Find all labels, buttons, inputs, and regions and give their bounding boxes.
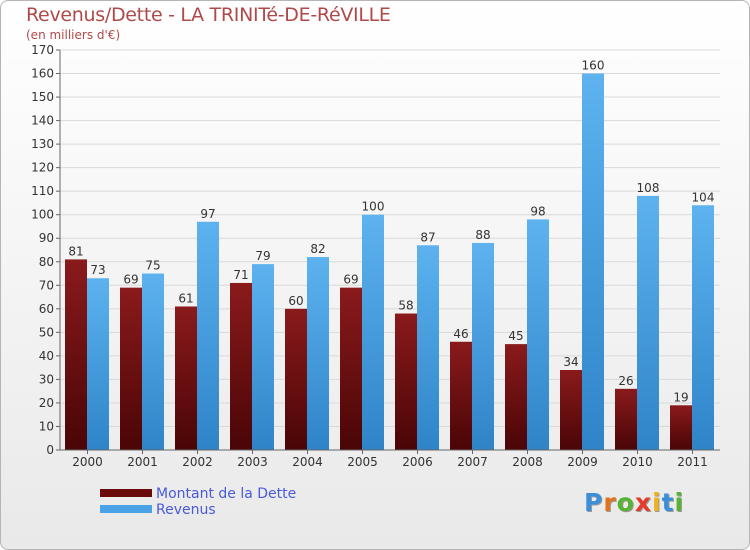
x-tick-label: 2010 xyxy=(622,455,653,469)
data-label: 26 xyxy=(618,374,633,388)
data-label: 46 xyxy=(453,327,468,341)
y-tick-label: 140 xyxy=(31,114,54,128)
x-tick-label: 2009 xyxy=(567,455,598,469)
data-label: 160 xyxy=(582,59,605,73)
proxiti-logo: Proxiti xyxy=(584,488,685,517)
legend-label-revenus: Revenus xyxy=(156,502,216,518)
bar-dette xyxy=(615,388,637,450)
grid-lines xyxy=(60,49,720,451)
data-label: 69 xyxy=(343,273,358,287)
data-label: 81 xyxy=(68,244,83,258)
y-tick-label: 110 xyxy=(31,184,54,198)
x-tick-label: 2005 xyxy=(347,455,378,469)
y-tick-label: 90 xyxy=(39,231,54,245)
bar-dette xyxy=(285,308,307,450)
bar-dette xyxy=(450,341,472,450)
data-label: 87 xyxy=(420,230,435,244)
data-label: 69 xyxy=(123,273,138,287)
chart-subtitle: (en milliers d'€) xyxy=(26,28,121,42)
bar-revenus xyxy=(472,242,494,450)
x-tick-label: 2007 xyxy=(457,455,488,469)
data-label: 108 xyxy=(637,181,660,195)
data-label: 58 xyxy=(398,299,413,313)
legend-swatch-dette xyxy=(100,489,152,497)
bar-dette xyxy=(670,405,692,450)
data-label: 19 xyxy=(673,390,688,404)
bar-dette xyxy=(560,370,582,450)
bar-revenus xyxy=(307,257,329,450)
x-tick-label: 2011 xyxy=(677,455,708,469)
x-tick-label: 2002 xyxy=(182,455,213,469)
data-label: 79 xyxy=(255,249,270,263)
axes: 0 10 20 30 40 50 60 70 80 90 100 110 120 130 140 150 160… xyxy=(31,43,720,469)
x-tick-label: 2000 xyxy=(72,455,103,469)
bar-revenus xyxy=(142,273,164,450)
bar-revenus xyxy=(527,219,549,450)
bar-revenus xyxy=(417,245,439,450)
bar-revenus xyxy=(582,73,604,450)
bar-dette xyxy=(175,306,197,450)
bar-dette xyxy=(340,287,362,450)
data-label: 82 xyxy=(310,242,325,256)
y-tick-label: 170 xyxy=(31,43,54,57)
y-tick-label: 20 xyxy=(39,396,54,410)
bar-dette xyxy=(230,282,252,450)
bar-dette xyxy=(395,313,417,450)
bar-revenus xyxy=(87,278,109,450)
data-label: 97 xyxy=(200,207,215,221)
x-tick-label: 2001 xyxy=(127,455,158,469)
bars: 81 73 69 75 61 97 71 79 60 82 69 100 58 87 46 88 45 98 34 1… xyxy=(65,59,714,450)
data-label: 100 xyxy=(362,200,385,214)
y-tick-label: 150 xyxy=(31,90,54,104)
bar-revenus xyxy=(362,214,384,450)
x-tick-label: 2003 xyxy=(237,455,268,469)
data-label: 71 xyxy=(233,268,248,282)
data-label: 45 xyxy=(508,329,523,343)
data-label: 98 xyxy=(530,204,545,218)
y-tick-label: 100 xyxy=(31,208,54,222)
y-tick-label: 80 xyxy=(39,255,54,269)
y-tick-label: 160 xyxy=(31,67,54,81)
y-tick-label: 120 xyxy=(31,161,54,175)
x-tick-label: 2006 xyxy=(402,455,433,469)
data-label: 75 xyxy=(145,259,160,273)
bar-revenus xyxy=(692,205,714,450)
data-label: 88 xyxy=(475,228,490,242)
data-label: 104 xyxy=(692,190,715,204)
y-tick-label: 70 xyxy=(39,278,54,292)
y-tick-label: 10 xyxy=(39,419,54,433)
x-tick-label: 2004 xyxy=(292,455,323,469)
bar-revenus xyxy=(252,264,274,450)
legend-label-dette: Montant de la Dette xyxy=(156,486,297,502)
chart-title: Revenus/Dette - LA TRINITé-DE-RéVILLE xyxy=(26,4,391,26)
data-label: 34 xyxy=(563,355,578,369)
y-tick-label: 50 xyxy=(39,325,54,339)
bar-dette xyxy=(120,287,142,450)
bar-revenus xyxy=(197,221,219,450)
data-label: 60 xyxy=(288,294,303,308)
y-tick-label: 30 xyxy=(39,372,54,386)
x-tick-label: 2008 xyxy=(512,455,543,469)
bar-dette xyxy=(505,344,527,450)
data-label: 73 xyxy=(90,263,105,277)
bar-dette xyxy=(65,259,87,450)
bar-revenus xyxy=(637,195,659,450)
y-tick-label: 0 xyxy=(46,443,54,457)
data-label: 61 xyxy=(178,291,193,305)
y-tick-label: 60 xyxy=(39,302,54,316)
y-tick-label: 40 xyxy=(39,349,54,363)
legend-swatch-revenus xyxy=(100,505,152,513)
y-tick-label: 130 xyxy=(31,137,54,151)
